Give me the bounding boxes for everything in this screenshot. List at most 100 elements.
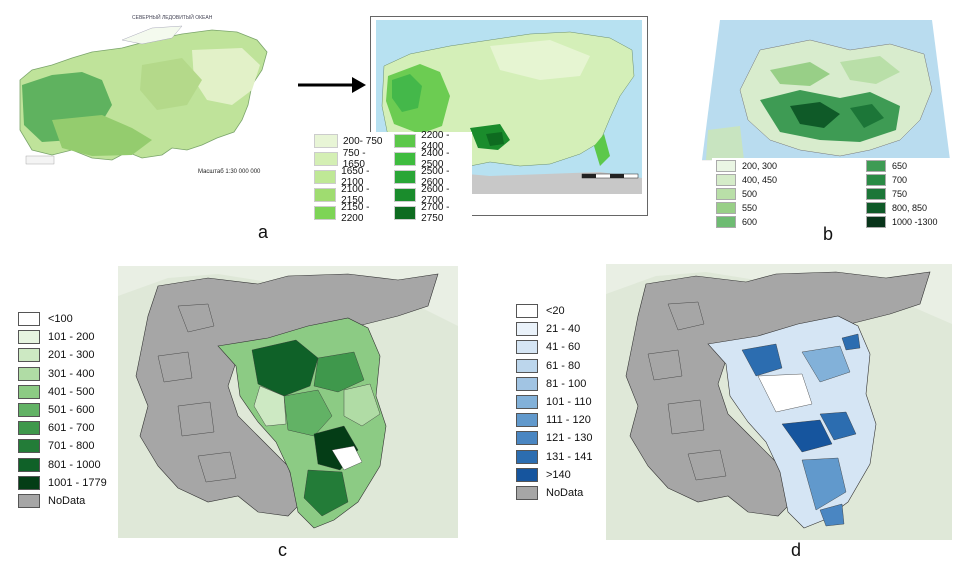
legend-d-item: 101 - 110 bbox=[516, 393, 592, 411]
legend-d-item: >140 bbox=[516, 466, 592, 484]
legend-c-item: 301 - 400 bbox=[18, 365, 107, 383]
legend-c-swatch bbox=[18, 493, 40, 508]
legend-c-swatch bbox=[18, 403, 40, 418]
legend-a-swatch bbox=[314, 152, 338, 166]
legend-d-swatch bbox=[516, 467, 538, 482]
legend-b-swatch bbox=[716, 160, 736, 172]
legend-a-item: 2200 - 2400 bbox=[394, 130, 470, 152]
legend-b-item: 200, 300 bbox=[716, 160, 866, 172]
legend-d-item: NoData bbox=[516, 484, 592, 502]
legend-c-item: 701 - 800 bbox=[18, 437, 107, 455]
map-a-ocean-label: СЕВЕРНЫЙ ЛЕДОВИТЫЙ ОКЕАН bbox=[132, 13, 213, 21]
legend-c-item: 101 - 200 bbox=[18, 328, 107, 346]
russia-source-map: СЕВЕРНЫЙ ЛЕДОВИТЫЙ ОКЕАН Масштаб 1:30 00… bbox=[12, 10, 274, 180]
legend-c: <100 101 - 200 201 - 300 301 - 400 401 -… bbox=[18, 310, 107, 510]
panel-label-a: a bbox=[258, 222, 269, 242]
legend-c-item: NoData bbox=[18, 492, 107, 510]
legend-d-swatch bbox=[516, 304, 538, 319]
legend-a-swatch bbox=[394, 170, 417, 184]
legend-c-swatch bbox=[18, 439, 40, 454]
legend-a: 200- 750 2200 - 2400 750 - 1650 2400 - 2… bbox=[312, 130, 472, 224]
legend-a-swatch bbox=[394, 152, 417, 166]
legend-b-item: 500 bbox=[716, 188, 866, 200]
legend-d-item: 61 - 80 bbox=[516, 357, 592, 375]
legend-b: 200, 300 650 400, 450 700 500 750 550 80… bbox=[712, 158, 950, 230]
panel-label-c: c bbox=[278, 540, 287, 560]
legend-d-swatch bbox=[516, 449, 538, 464]
legend-c-item: 501 - 600 bbox=[18, 401, 107, 419]
legend-b-swatch bbox=[866, 174, 886, 186]
legend-b-item: 650 bbox=[866, 160, 946, 172]
legend-a-item: 2600 - 2700 bbox=[394, 184, 470, 206]
legend-d-item: <20 bbox=[516, 302, 592, 320]
districts-map-c bbox=[118, 266, 458, 538]
legend-b-item: 700 bbox=[866, 174, 946, 186]
legend-c-item: 1001 - 1779 bbox=[18, 474, 107, 492]
legend-d-swatch bbox=[516, 413, 538, 428]
legend-d-swatch bbox=[516, 322, 538, 337]
legend-b-swatch bbox=[716, 174, 736, 186]
european-russia-map bbox=[702, 20, 950, 216]
legend-a-item: 1650 - 2100 bbox=[314, 166, 390, 188]
districts-map-d bbox=[606, 264, 952, 540]
legend-b-swatch bbox=[716, 216, 736, 228]
legend-d: <20 21 - 40 41 - 60 61 - 80 81 - 100 101… bbox=[516, 302, 592, 502]
legend-c-swatch bbox=[18, 475, 40, 490]
legend-b-swatch bbox=[866, 216, 886, 228]
legend-a-swatch bbox=[314, 134, 338, 148]
legend-a-item: 2500 - 2600 bbox=[394, 166, 470, 188]
legend-c-item: <100 bbox=[18, 310, 107, 328]
legend-c-item: 601 - 700 bbox=[18, 419, 107, 437]
legend-d-swatch bbox=[516, 340, 538, 355]
legend-c-swatch bbox=[18, 348, 40, 363]
legend-a-item: 2100 - 2150 bbox=[314, 184, 390, 206]
legend-c-item: 201 - 300 bbox=[18, 346, 107, 364]
legend-d-swatch bbox=[516, 358, 538, 373]
legend-b-swatch bbox=[866, 188, 886, 200]
map-a-scale: Масштаб 1:30 000 000 bbox=[198, 169, 261, 175]
panel-d-map bbox=[606, 264, 952, 540]
legend-d-item: 21 - 40 bbox=[516, 320, 592, 338]
legend-c-swatch bbox=[18, 421, 40, 436]
legend-d-item: 111 - 120 bbox=[516, 411, 592, 429]
legend-b-swatch bbox=[866, 160, 886, 172]
legend-c-swatch bbox=[18, 457, 40, 472]
legend-b-swatch bbox=[716, 202, 736, 214]
panel-a-source-map: СЕВЕРНЫЙ ЛЕДОВИТЫЙ ОКЕАН Масштаб 1:30 00… bbox=[12, 10, 274, 180]
legend-b-item: 800, 850 bbox=[866, 202, 946, 214]
arrow-icon bbox=[298, 77, 366, 93]
legend-b-swatch bbox=[866, 202, 886, 214]
legend-b-item: 750 bbox=[866, 188, 946, 200]
legend-c-swatch bbox=[18, 366, 40, 381]
legend-a-swatch bbox=[394, 188, 417, 202]
legend-a-swatch bbox=[314, 170, 337, 184]
panel-c-map bbox=[118, 266, 458, 538]
legend-a-swatch bbox=[314, 206, 337, 220]
legend-d-item: 41 - 60 bbox=[516, 338, 592, 356]
legend-b-item: 1000 -1300 bbox=[866, 216, 946, 228]
legend-a-item: 2150 - 2200 bbox=[314, 202, 390, 224]
panel-label-d: d bbox=[791, 540, 802, 560]
legend-d-item: 121 - 130 bbox=[516, 429, 592, 447]
legend-d-swatch bbox=[516, 376, 538, 391]
legend-b-swatch bbox=[716, 188, 736, 200]
legend-d-item: 131 - 141 bbox=[516, 448, 592, 466]
legend-a-swatch bbox=[394, 134, 417, 148]
legend-d-item: 81 - 100 bbox=[516, 375, 592, 393]
legend-d-swatch bbox=[516, 395, 538, 410]
legend-a-item: 2700 - 2750 bbox=[394, 202, 470, 224]
legend-b-item: 400, 450 bbox=[716, 174, 866, 186]
legend-d-swatch bbox=[516, 485, 538, 500]
legend-c-item: 801 - 1000 bbox=[18, 456, 107, 474]
legend-a-item: 2400 - 2500 bbox=[394, 148, 470, 170]
legend-b-item: 550 bbox=[716, 202, 866, 214]
legend-a-swatch bbox=[394, 206, 417, 220]
legend-a-swatch bbox=[314, 188, 337, 202]
panel-b-map bbox=[700, 10, 952, 220]
legend-a-item: 200- 750 bbox=[314, 134, 390, 148]
legend-b-item: 600 bbox=[716, 216, 866, 228]
legend-c-swatch bbox=[18, 384, 40, 399]
legend-a-item: 750 - 1650 bbox=[314, 148, 390, 170]
legend-d-swatch bbox=[516, 431, 538, 446]
panel-label-b: b bbox=[823, 224, 834, 244]
